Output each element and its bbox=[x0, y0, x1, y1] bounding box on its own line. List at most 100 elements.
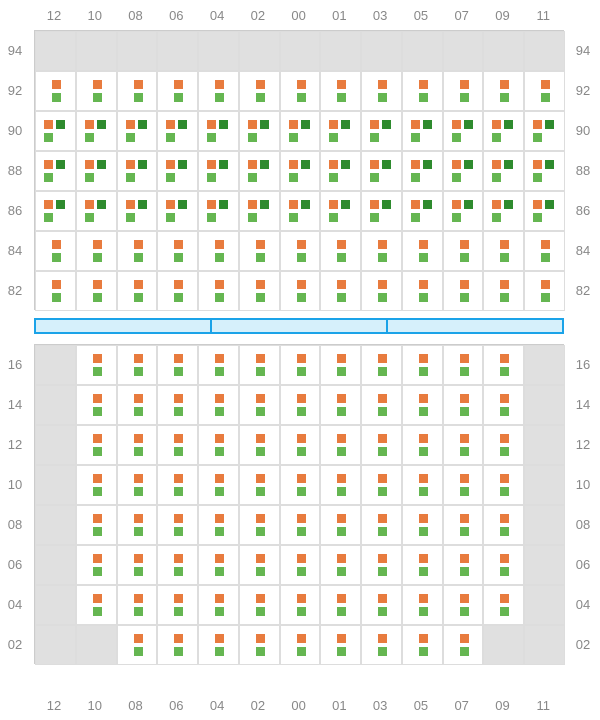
upper-row-label-left-82: 82 bbox=[2, 270, 28, 310]
lower-marker-green bbox=[378, 367, 387, 376]
lower-row-label-left-06: 06 bbox=[2, 544, 28, 584]
upper-cell-84-05 bbox=[402, 231, 443, 271]
upper-row-label-left-94: 94 bbox=[2, 30, 28, 70]
lower-marker-green bbox=[93, 527, 102, 536]
upper-cell-88-05 bbox=[402, 151, 443, 191]
upper-cell-82-11 bbox=[524, 271, 565, 311]
lower-marker-orange bbox=[93, 514, 102, 523]
col-label-top-01: 01 bbox=[319, 8, 359, 23]
upper-cell-90-03 bbox=[361, 111, 402, 151]
lower-cell-04-08 bbox=[117, 585, 158, 625]
upper-cell-92-00 bbox=[280, 71, 321, 111]
upper-cell-92-11 bbox=[524, 71, 565, 111]
lower-marker-orange bbox=[256, 354, 265, 363]
col-label-bottom-01: 01 bbox=[319, 698, 359, 713]
lower-cell-08-02 bbox=[239, 505, 280, 545]
lower-marker-orange bbox=[378, 474, 387, 483]
lower-cell-10-11 bbox=[524, 465, 565, 505]
upper-cell-88-03 bbox=[361, 151, 402, 191]
lower-cell-08-03 bbox=[361, 505, 402, 545]
upper-marker-darkgreen bbox=[341, 200, 350, 209]
upper-cell-92-02 bbox=[239, 71, 280, 111]
lower-cell-10-02 bbox=[239, 465, 280, 505]
lower-marker-green bbox=[134, 567, 143, 576]
col-label-top-11: 11 bbox=[523, 8, 563, 23]
lower-marker-green bbox=[337, 407, 346, 416]
upper-marker-green bbox=[174, 293, 183, 302]
upper-marker-darkgreen bbox=[382, 160, 391, 169]
lower-cell-06-09 bbox=[483, 545, 524, 585]
upper-marker-green bbox=[207, 133, 216, 142]
upper-marker-green bbox=[85, 213, 94, 222]
lower-marker-orange bbox=[215, 634, 224, 643]
lower-marker-orange bbox=[337, 474, 346, 483]
lower-marker-orange bbox=[93, 394, 102, 403]
lower-marker-green bbox=[297, 447, 306, 456]
lower-marker-orange bbox=[297, 514, 306, 523]
lower-marker-green bbox=[337, 567, 346, 576]
upper-marker-green bbox=[541, 93, 550, 102]
lower-cell-02-10 bbox=[76, 625, 117, 665]
lower-cell-08-00 bbox=[280, 505, 321, 545]
lower-marker-green bbox=[500, 367, 509, 376]
upper-marker-darkgreen bbox=[382, 120, 391, 129]
upper-marker-orange bbox=[85, 160, 94, 169]
lower-marker-orange bbox=[215, 474, 224, 483]
col-label-top-05: 05 bbox=[401, 8, 441, 23]
lower-marker-orange bbox=[337, 394, 346, 403]
upper-marker-green bbox=[452, 133, 461, 142]
upper-marker-orange bbox=[174, 80, 183, 89]
lower-cell-10-10 bbox=[76, 465, 117, 505]
upper-marker-darkgreen bbox=[219, 120, 228, 129]
lower-marker-green bbox=[134, 487, 143, 496]
lower-row-label-right-16: 16 bbox=[570, 344, 596, 384]
lower-cell-04-11 bbox=[524, 585, 565, 625]
col-label-bottom-00: 00 bbox=[279, 698, 319, 713]
upper-marker-orange bbox=[44, 200, 53, 209]
upper-marker-darkgreen bbox=[341, 160, 350, 169]
upper-marker-green bbox=[207, 173, 216, 182]
upper-cell-84-01 bbox=[320, 231, 361, 271]
upper-marker-darkgreen bbox=[545, 160, 554, 169]
upper-marker-orange bbox=[452, 200, 461, 209]
upper-marker-orange bbox=[93, 240, 102, 249]
upper-cell-82-09 bbox=[483, 271, 524, 311]
upper-marker-green bbox=[460, 293, 469, 302]
lower-cell-08-11 bbox=[524, 505, 565, 545]
upper-marker-green bbox=[370, 213, 379, 222]
upper-marker-green bbox=[52, 253, 61, 262]
upper-marker-orange bbox=[248, 200, 257, 209]
upper-marker-orange bbox=[215, 240, 224, 249]
upper-cell-94-04 bbox=[198, 31, 239, 71]
upper-marker-orange bbox=[166, 160, 175, 169]
upper-marker-green bbox=[411, 133, 420, 142]
upper-marker-darkgreen bbox=[56, 200, 65, 209]
upper-marker-green bbox=[337, 293, 346, 302]
col-label-top-10: 10 bbox=[75, 8, 115, 23]
upper-marker-darkgreen bbox=[178, 120, 187, 129]
lower-cell-14-00 bbox=[280, 385, 321, 425]
lower-marker-orange bbox=[500, 474, 509, 483]
upper-marker-green bbox=[126, 213, 135, 222]
lower-cell-14-08 bbox=[117, 385, 158, 425]
lower-cell-14-01 bbox=[320, 385, 361, 425]
lower-cell-06-10 bbox=[76, 545, 117, 585]
col-label-top-12: 12 bbox=[34, 8, 74, 23]
upper-marker-orange bbox=[533, 160, 542, 169]
upper-cell-92-05 bbox=[402, 71, 443, 111]
upper-cell-82-05 bbox=[402, 271, 443, 311]
lower-row-label-right-08: 08 bbox=[570, 504, 596, 544]
middle-bar-segment-1 bbox=[212, 318, 388, 334]
upper-marker-orange bbox=[452, 120, 461, 129]
upper-marker-orange bbox=[541, 280, 550, 289]
lower-marker-orange bbox=[337, 434, 346, 443]
lower-marker-green bbox=[174, 567, 183, 576]
upper-row-label-right-88: 88 bbox=[570, 150, 596, 190]
lower-marker-orange bbox=[256, 474, 265, 483]
lower-cell-04-01 bbox=[320, 585, 361, 625]
upper-marker-orange bbox=[337, 80, 346, 89]
lower-cell-04-06 bbox=[157, 585, 198, 625]
upper-cell-88-02 bbox=[239, 151, 280, 191]
upper-cell-86-02 bbox=[239, 191, 280, 231]
upper-cell-84-10 bbox=[76, 231, 117, 271]
